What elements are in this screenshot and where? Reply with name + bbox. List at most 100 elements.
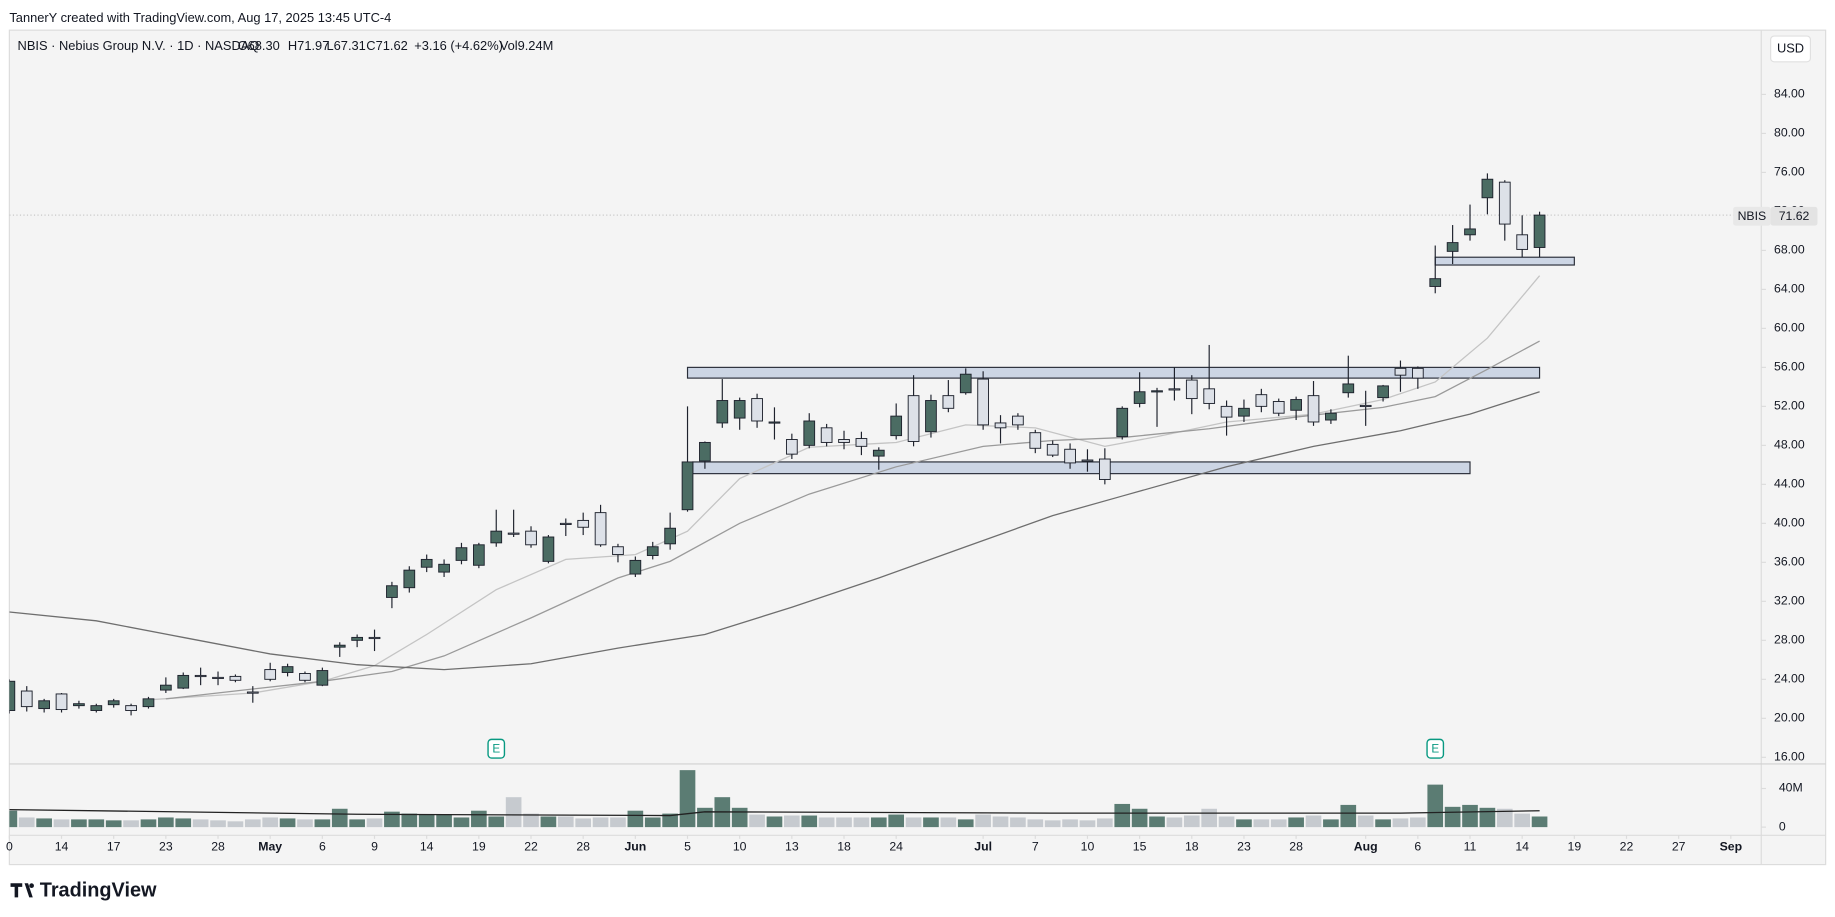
y-tick-label: 36.00 [1774, 555, 1805, 569]
volume-bar [766, 816, 783, 828]
candle-body [681, 461, 694, 511]
volume-bar [453, 817, 470, 828]
y-tick-label: 76.00 [1774, 165, 1805, 179]
candle-body [872, 449, 885, 457]
x-tick-label: 14 [1515, 839, 1529, 853]
x-tick-label: 6 [1414, 839, 1421, 853]
candle-body [142, 698, 155, 708]
candle-body [768, 421, 781, 424]
candle-body [264, 669, 277, 680]
volume-tick-label: 0 [1779, 819, 1786, 833]
legend-high: H71.97 [288, 38, 329, 53]
candle-body [994, 422, 1007, 429]
volume-bar [314, 819, 331, 828]
x-tick-label: 18 [1185, 839, 1199, 853]
volume-bar [801, 815, 818, 828]
volume-bar [784, 815, 800, 828]
candle-body [803, 420, 816, 446]
volume-bar [18, 817, 35, 828]
candle-body [333, 644, 346, 648]
legend: NBIS · Nebius Group N.V. · 1D · NASDAQ O… [18, 38, 554, 53]
candle-body [1081, 459, 1094, 462]
candle-body [525, 530, 537, 546]
x-tick-label: 22 [1620, 839, 1634, 853]
candle-body [1046, 443, 1059, 456]
y-tick-label: 84.00 [1774, 87, 1805, 101]
volume-bar [1183, 815, 1200, 828]
volume-bar [1514, 813, 1531, 828]
candle-body [386, 585, 398, 598]
candle-body [281, 666, 294, 673]
candle-body [472, 544, 485, 566]
volume-bar [662, 813, 678, 828]
candle-body [1446, 242, 1459, 252]
candle-body [559, 522, 572, 525]
volume-bar [1010, 817, 1026, 828]
candle-body [299, 673, 311, 681]
logo-text: TradingView [40, 880, 157, 902]
candle-body [55, 693, 68, 711]
volume-bar [1062, 819, 1078, 828]
candle-body [1533, 214, 1546, 248]
plot [9, 173, 1762, 828]
candle-body [1377, 385, 1389, 399]
volume-bar [436, 814, 452, 828]
candle-body [177, 674, 190, 689]
volume-bar [540, 816, 557, 828]
candle-body [160, 684, 172, 691]
volume-bar [836, 817, 852, 828]
volume-bar [1044, 820, 1061, 828]
candle-body [594, 512, 607, 546]
candle-body [194, 674, 207, 678]
volume-bar [679, 770, 696, 828]
volume-bar [853, 817, 870, 828]
candle-body [1307, 395, 1320, 423]
legend-low: L67.31 [327, 38, 366, 53]
volume-bar [53, 819, 70, 828]
currency-button[interactable] [1770, 35, 1812, 63]
volume-bar [1166, 817, 1183, 828]
candle-body [1133, 391, 1146, 404]
legend-volume: Vol9.24M [500, 38, 554, 53]
candle-body [403, 569, 416, 589]
symbol-tag-box [1733, 206, 1771, 226]
candle-body [90, 705, 103, 711]
y-tick-label: 68.00 [1774, 243, 1805, 257]
x-tick-label: 14 [55, 839, 69, 853]
x-tick-label: 10 [1081, 839, 1095, 853]
volume-bar [1131, 808, 1148, 828]
volume-bar [1462, 804, 1478, 828]
volume-bar [888, 814, 905, 828]
currency[interactable]: USD [1777, 40, 1804, 55]
zone [692, 461, 1471, 475]
candle-body [438, 563, 450, 573]
volume-bar [227, 821, 244, 828]
x-tick-label: 14 [420, 839, 434, 853]
candle-body [1342, 383, 1355, 394]
candle-body [699, 441, 711, 462]
volume-bar [9, 810, 18, 828]
y-tick-label: 24.00 [1774, 672, 1805, 686]
moving-average [9, 391, 1540, 671]
x-tick-label: 5 [684, 839, 691, 853]
legend-open: O68.30 [238, 38, 280, 53]
volume-bar [557, 816, 574, 828]
x-tick-label: 19 [1568, 839, 1582, 853]
volume-bar [627, 810, 644, 828]
chart-frame [8, 29, 1827, 866]
candle-body [1203, 388, 1216, 404]
candle-body [942, 395, 955, 409]
volume-bar [1340, 804, 1357, 828]
x-tick-label: 9 [371, 839, 378, 853]
volume-bar [123, 820, 139, 828]
y-tick-label: 60.00 [1774, 321, 1805, 335]
candle-body [1220, 405, 1233, 418]
volume-bar [1027, 819, 1044, 828]
volume-bar [158, 817, 174, 828]
candle-body [1411, 367, 1424, 379]
candle-body [646, 546, 659, 556]
volume-bar [523, 813, 539, 828]
candle-body [1429, 278, 1442, 287]
volume-bar [1479, 807, 1496, 828]
